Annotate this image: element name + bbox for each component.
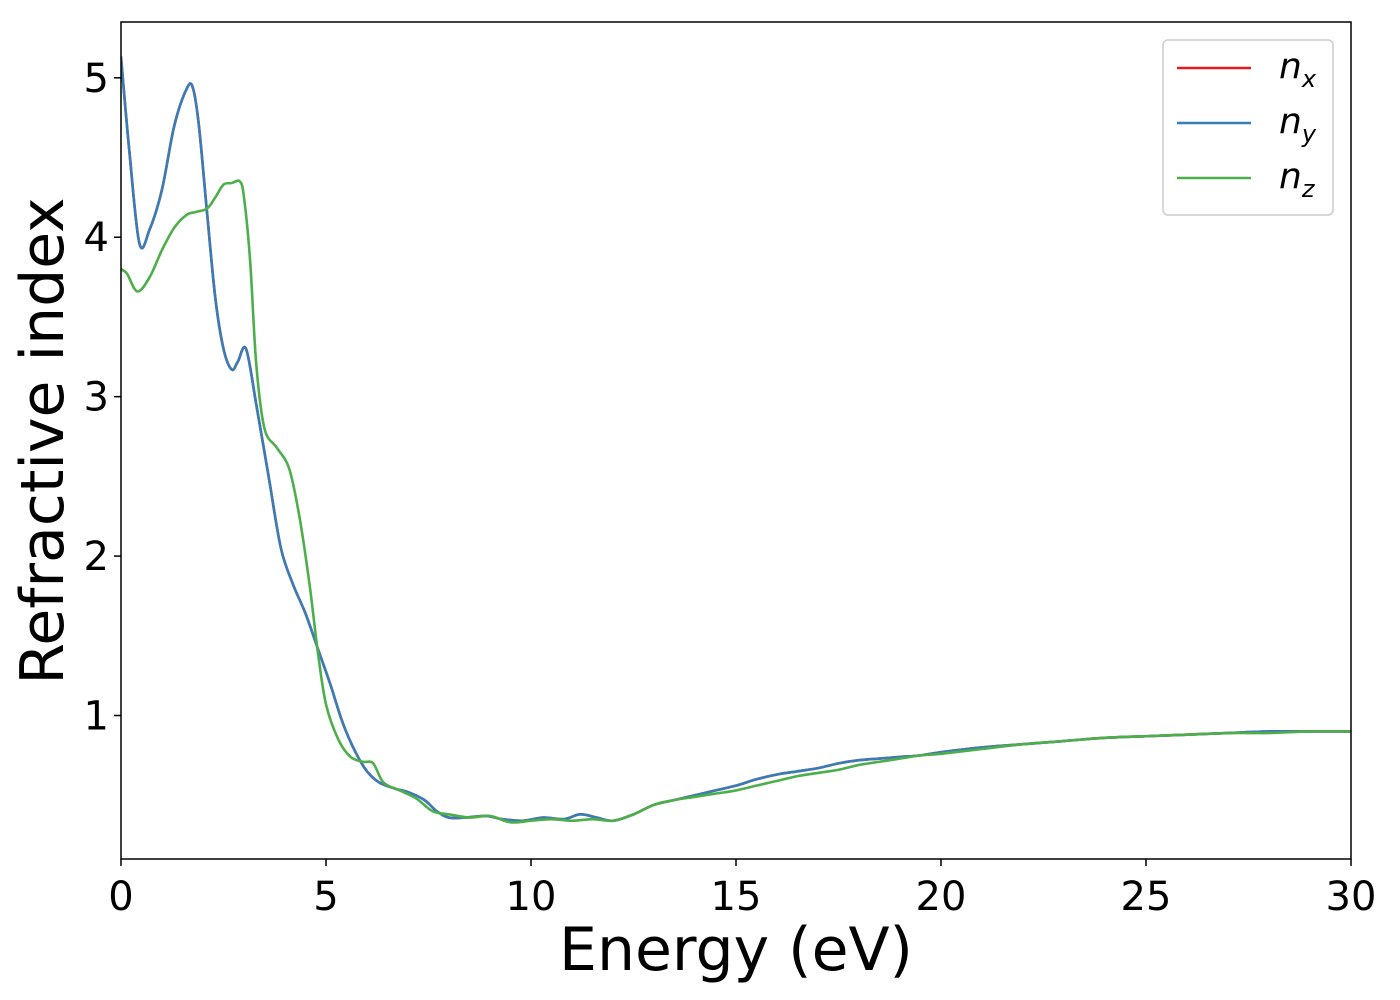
x-tick-label: 5 <box>313 874 338 920</box>
y-axis-ticks: 1 2 3 4 5 <box>84 56 121 740</box>
x-tick-label: 10 <box>506 874 557 920</box>
x-axis-ticks: 0 5 10 15 20 25 30 <box>108 859 1376 920</box>
legend-label-ny: ny <box>1279 101 1317 148</box>
legend-box <box>1162 39 1334 216</box>
x-tick-label: 30 <box>1326 874 1377 920</box>
y-tick-label: 3 <box>84 375 109 421</box>
series-layer <box>121 55 1351 824</box>
y-tick-label: 5 <box>84 56 109 102</box>
x-tick-label: 15 <box>711 874 762 920</box>
legend: nx ny nz <box>1162 39 1334 216</box>
plot-background <box>121 22 1351 859</box>
x-tick-label: 0 <box>108 874 133 920</box>
y-tick-label: 2 <box>84 534 109 580</box>
y-tick-label: 1 <box>84 694 109 740</box>
y-axis-label: Refractive index <box>8 197 78 684</box>
legend-label-nx: nx <box>1279 46 1317 93</box>
x-tick-label: 20 <box>916 874 967 920</box>
series-line-nz <box>121 179 1351 824</box>
y-tick-label: 4 <box>84 215 109 261</box>
x-axis-label: Energy (eV) <box>559 915 913 985</box>
legend-label-nz: nz <box>1279 156 1316 203</box>
x-tick-label: 25 <box>1121 874 1172 920</box>
